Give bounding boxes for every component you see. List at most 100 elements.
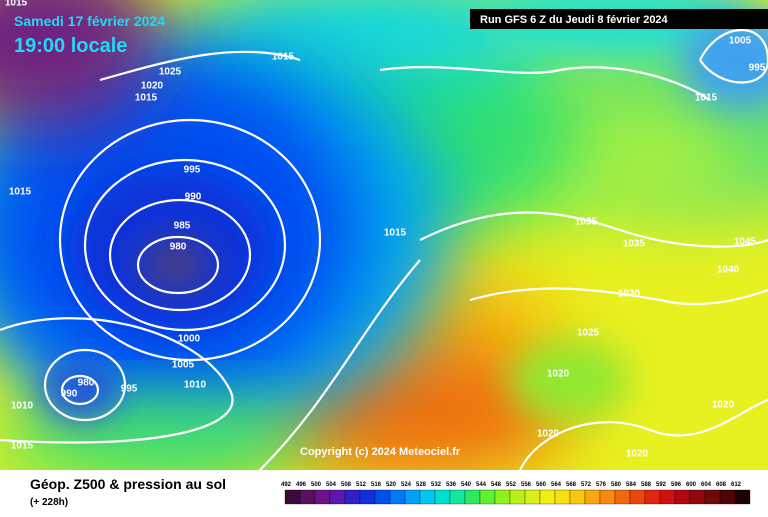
colorbar-label: 536 <box>446 482 457 488</box>
colorbar-label: 496 <box>296 482 307 488</box>
isobar-label: 980 <box>170 242 187 253</box>
colorbar-cell <box>449 489 466 505</box>
colorbar-cell <box>434 489 451 505</box>
colorbar-label: 552 <box>506 482 517 488</box>
isobar-label: 1020 <box>547 369 570 380</box>
isobar-label: 990 <box>61 389 78 400</box>
colorbar-label: 560 <box>536 482 547 488</box>
colorbar-cell <box>344 489 361 505</box>
isobar-label: 990 <box>185 192 202 203</box>
footer-title: Géop. Z500 & pression au sol <box>30 476 226 492</box>
colorbar-cell <box>464 489 481 505</box>
colorbar-cell <box>599 489 616 505</box>
colorbar-label: 568 <box>566 482 577 488</box>
colorbar-label: 548 <box>491 482 502 488</box>
isobar-label: 1015 <box>135 93 158 104</box>
date: Samedi 17 février 2024 <box>14 13 165 29</box>
colorbar-label: 576 <box>596 482 607 488</box>
colorbar-label: 580 <box>611 482 622 488</box>
isobar-label: 1040 <box>717 265 740 276</box>
colorbar-label: 564 <box>551 482 562 488</box>
colorbar-cell <box>734 489 751 505</box>
colorbar-label: 492 <box>281 482 292 488</box>
colorbar-label: 572 <box>581 482 592 488</box>
isobar-label: 1010 <box>184 380 207 391</box>
colorbar-label: 604 <box>701 482 712 488</box>
isobar-label: 995 <box>121 384 138 395</box>
isobar-labels: 1015102510201015101510059951015101599599… <box>5 0 766 460</box>
colorbar-label: 504 <box>326 482 337 488</box>
isobar-label: 985 <box>174 221 191 232</box>
isobar-label: 1005 <box>729 36 752 47</box>
colorbar-label: 608 <box>716 482 727 488</box>
time: 19:00 locale <box>14 35 127 57</box>
colorbar-cell <box>719 489 736 505</box>
colorbar-cell <box>509 489 526 505</box>
colorbar-cell <box>614 489 631 505</box>
colorbar-cell <box>389 489 406 505</box>
isobar-label: 1000 <box>178 334 201 345</box>
colorbar-cell <box>554 489 571 505</box>
footer-lead: (+ 228h) <box>30 497 68 508</box>
colorbar-cell <box>494 489 511 505</box>
isobar-label: 980 <box>78 378 95 389</box>
colorbar-label: 544 <box>476 482 487 488</box>
colorbar-label: 584 <box>626 482 637 488</box>
colorbar-cell <box>299 489 316 505</box>
isobar-label: 995 <box>184 165 201 176</box>
isobar-label: 1025 <box>577 328 600 339</box>
isobar-label: 995 <box>749 63 766 74</box>
isobar-label: 1020 <box>141 81 164 92</box>
colorbar-cell <box>479 489 496 505</box>
colorbar-label: 508 <box>341 482 352 488</box>
colorbar-cell <box>314 489 331 505</box>
isobar-label: 1015 <box>272 52 295 63</box>
colorbar-cell <box>359 489 376 505</box>
isobar-label: 1020 <box>626 449 649 460</box>
colorbar-label: 592 <box>656 482 667 488</box>
colorbar-label: 512 <box>356 482 367 488</box>
colorbar-cell <box>689 489 706 505</box>
colorbar-cell <box>629 489 646 505</box>
colorbar-label: 500 <box>311 482 322 488</box>
colorbar-cell <box>374 489 391 505</box>
colorbar-cell <box>539 489 556 505</box>
run: Run GFS 6 Z du Jeudi 8 février 2024 <box>480 14 669 26</box>
colorbar-label: 556 <box>521 482 532 488</box>
run-box <box>470 9 768 29</box>
colorbar-label: 588 <box>641 482 652 488</box>
colorbar-cell <box>419 489 436 505</box>
isobar-label: 1025 <box>159 67 182 78</box>
isobar-label: 1020 <box>537 429 560 440</box>
isobar-label: 1010 <box>11 401 34 412</box>
isobar-label: 1005 <box>172 360 195 371</box>
colorbar: 492 496 500 504 508 512 516 520 524 528 532 536 540 5… <box>281 482 751 505</box>
colorbar-label: 528 <box>416 482 427 488</box>
colorbar-label: 596 <box>671 482 682 488</box>
colorbar-cell <box>674 489 691 505</box>
colorbar-label: 600 <box>686 482 697 488</box>
colorbar-cell <box>659 489 676 505</box>
colorbar-cell <box>284 489 301 505</box>
copyright: Copyright (c) 2024 Meteociel.fr <box>300 446 461 458</box>
isobar-label: 1015 <box>384 228 407 239</box>
isobar-label: 1015 <box>9 187 32 198</box>
colorbar-cell <box>404 489 421 505</box>
isobar-label: 1045 <box>734 237 757 248</box>
isobar-label: 1015 <box>695 93 718 104</box>
isobar-label: 1015 <box>5 0 28 9</box>
field <box>0 0 768 470</box>
colorbar-cell <box>704 489 721 505</box>
colorbar-cell <box>524 489 541 505</box>
colorbar-cell <box>329 489 346 505</box>
isobar-label: 1030 <box>618 289 641 300</box>
colorbar-label: 524 <box>401 482 412 488</box>
colorbar-cell <box>569 489 586 505</box>
colorbar-cell <box>584 489 601 505</box>
isobar-label: 1035 <box>623 239 646 250</box>
colorbar-label: 612 <box>731 482 742 488</box>
isobar-label: 1020 <box>712 400 735 411</box>
isobar-label: 1015 <box>11 441 34 452</box>
colorbar-label: 516 <box>371 482 382 488</box>
